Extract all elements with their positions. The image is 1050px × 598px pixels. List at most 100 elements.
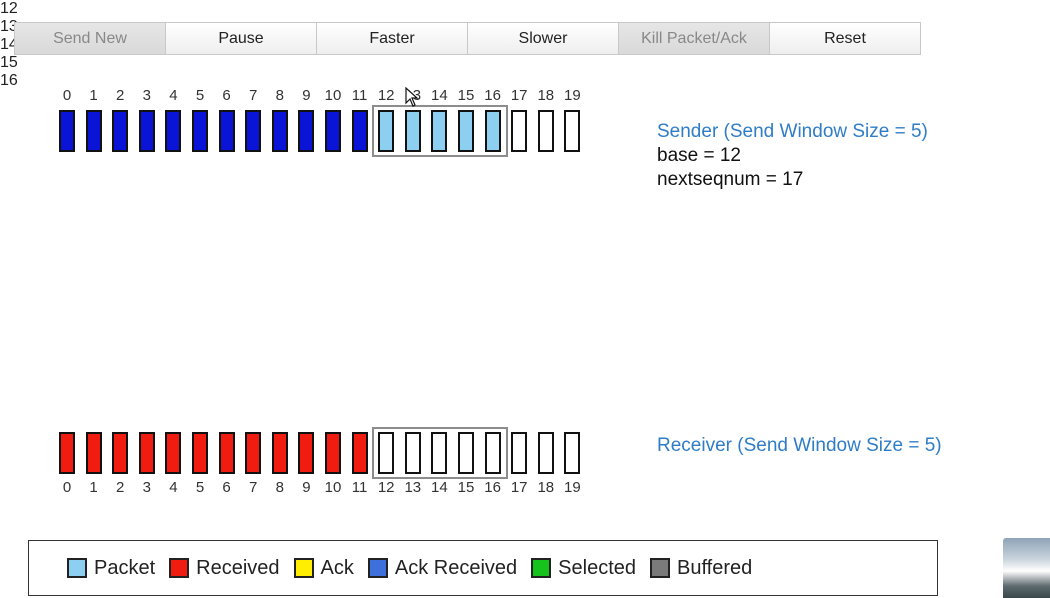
sender-seq-number: 12 (377, 87, 395, 104)
receiver-seq-number: 16 (484, 479, 501, 496)
sender-seq-number: 7 (249, 87, 258, 104)
legend-swatch-received (169, 558, 190, 578)
sender-slot-18[interactable] (537, 110, 554, 152)
receiver-seq-number: 0 (62, 479, 72, 496)
sender-slot-9[interactable] (298, 110, 315, 152)
sender-slot-11[interactable] (351, 110, 368, 152)
toolbar-button-pause[interactable]: Pause (165, 22, 317, 55)
toolbar-button-send-new[interactable]: Send New (14, 22, 166, 55)
sender-slot-19[interactable] (564, 110, 581, 152)
legend-item-ack-received: Ack Received (367, 557, 517, 580)
toolbar-button-slower[interactable]: Slower (467, 22, 619, 55)
sender-slot-4[interactable] (165, 110, 182, 152)
sender-slot-16[interactable] (484, 110, 501, 152)
sender-slot-5[interactable] (192, 110, 208, 152)
receiver-slot-14[interactable] (431, 432, 448, 474)
receiver-seq-number: 11 (351, 479, 368, 496)
toolbar-button-reset[interactable]: Reset (769, 22, 921, 55)
legend-swatch-ack-received (367, 558, 388, 578)
mouse-cursor-icon (405, 87, 419, 107)
receiver-slot-8[interactable] (271, 432, 288, 474)
toolbar-button-kill-packet-ack[interactable]: Kill Packet/Ack (618, 22, 770, 55)
receiver-seq-number: 13 (404, 479, 422, 496)
legend-item-ack: Ack (293, 556, 354, 580)
sender-seq-number: 9 (302, 87, 311, 104)
sender-seq-number: 6 (222, 87, 231, 104)
legend-label-buffered: Buffered (677, 556, 753, 579)
sender-seq-number: 10 (324, 87, 342, 104)
receiver-slot-6[interactable] (218, 432, 235, 474)
sender-nextseqnum: nextseqnum = 17 (657, 169, 804, 190)
receiver-seq-number: 17 (510, 479, 528, 496)
sender-seq-number: 8 (275, 87, 284, 104)
receiver-slot-5[interactable] (192, 432, 208, 474)
in-flight-packets: 12 13 14 15 16 (0, 0, 1050, 90)
sender-slot-0[interactable] (59, 110, 75, 152)
receiver-seq-number: 1 (89, 479, 98, 496)
in-flight-packet-label: 12 (0, 0, 18, 17)
sender-slot-10[interactable] (325, 110, 341, 152)
legend-swatch-selected (531, 558, 552, 578)
receiver-slot-12[interactable] (378, 432, 395, 474)
legend-label-packet: Packet (94, 556, 156, 579)
sender-slot-8[interactable] (271, 110, 288, 152)
toolbar-button-faster[interactable]: Faster (316, 22, 468, 55)
toolbar: Send New Pause Faster Slower Kill Packet/Ack… (14, 22, 921, 56)
receiver-slot-3[interactable] (138, 432, 155, 474)
receiver-slot-4[interactable] (165, 432, 182, 474)
receiver-seq-number: 14 (431, 479, 448, 496)
sender-slot-13[interactable] (404, 110, 421, 152)
sender-base: base = 12 (657, 145, 741, 166)
receiver-slot-18[interactable] (537, 432, 554, 474)
sender-seq-number: 0 (62, 87, 72, 104)
receiver-slot-7[interactable] (245, 432, 262, 474)
receiver-seq-number: 12 (377, 479, 395, 496)
legend-item-packet: Packet (67, 557, 155, 580)
receiver-seq-number: 7 (249, 479, 258, 496)
receiver-title: Receiver (Send Window Size = 5) (657, 435, 942, 456)
sender-slot-2[interactable] (112, 110, 129, 152)
legend-label-ack: Ack (320, 556, 354, 579)
sender-slot-15[interactable] (458, 110, 474, 152)
receiver-slot-16[interactable] (484, 432, 501, 474)
receiver-slot-19[interactable] (564, 432, 581, 474)
receiver-seq-number: 15 (457, 479, 475, 496)
in-flight-packet-label: 13 (0, 18, 18, 35)
legend-label-received: Received (196, 556, 280, 579)
sender-slot-1[interactable] (85, 110, 102, 152)
receiver-seq-number: 5 (195, 479, 205, 496)
receiver-slot-11[interactable] (351, 432, 368, 474)
sender-seq-number: 19 (564, 87, 581, 104)
sender-slot-7[interactable] (245, 110, 262, 152)
sender-slot-6[interactable] (218, 110, 235, 152)
receiver-slot-0[interactable] (59, 432, 75, 474)
sender-seq-number: 15 (457, 87, 475, 104)
sender-slot-12[interactable] (378, 110, 395, 152)
legend-item-buffered: Buffered (650, 557, 752, 580)
receiver-slot-9[interactable] (298, 432, 315, 474)
sender-info: Sender (Send Window Size = 5) base = 12 … (657, 120, 928, 192)
sender-title: Sender (Send Window Size = 5) (657, 121, 928, 142)
sender-slot-14[interactable] (431, 110, 448, 152)
video-thumbnail[interactable] (1003, 538, 1050, 598)
receiver-slot-13[interactable] (404, 432, 421, 474)
receiver-seq-number: 19 (564, 479, 581, 496)
sender-slot-17[interactable] (511, 110, 528, 152)
receiver-seq-number: 2 (116, 479, 125, 496)
sender-seq-number: 3 (142, 87, 151, 104)
receiver-seq-number: 10 (324, 479, 342, 496)
receiver-info: Receiver (Send Window Size = 5) (657, 434, 942, 458)
receiver-slot-10[interactable] (325, 432, 341, 474)
sender-slot-3[interactable] (138, 110, 155, 152)
sender-seq-number: 1 (89, 87, 98, 104)
receiver-slot-15[interactable] (458, 432, 474, 474)
legend-item-received: Received (169, 556, 280, 580)
receiver-slot-2[interactable] (112, 432, 129, 474)
receiver-seq-number: 4 (169, 479, 178, 496)
legend-swatch-ack (293, 558, 314, 578)
legend: Packet Received Ack Ack Received Selected Buf… (28, 540, 938, 596)
receiver-seq-number: 18 (537, 479, 555, 496)
receiver-slot-17[interactable] (511, 432, 528, 474)
receiver-slot-1[interactable] (85, 432, 102, 474)
